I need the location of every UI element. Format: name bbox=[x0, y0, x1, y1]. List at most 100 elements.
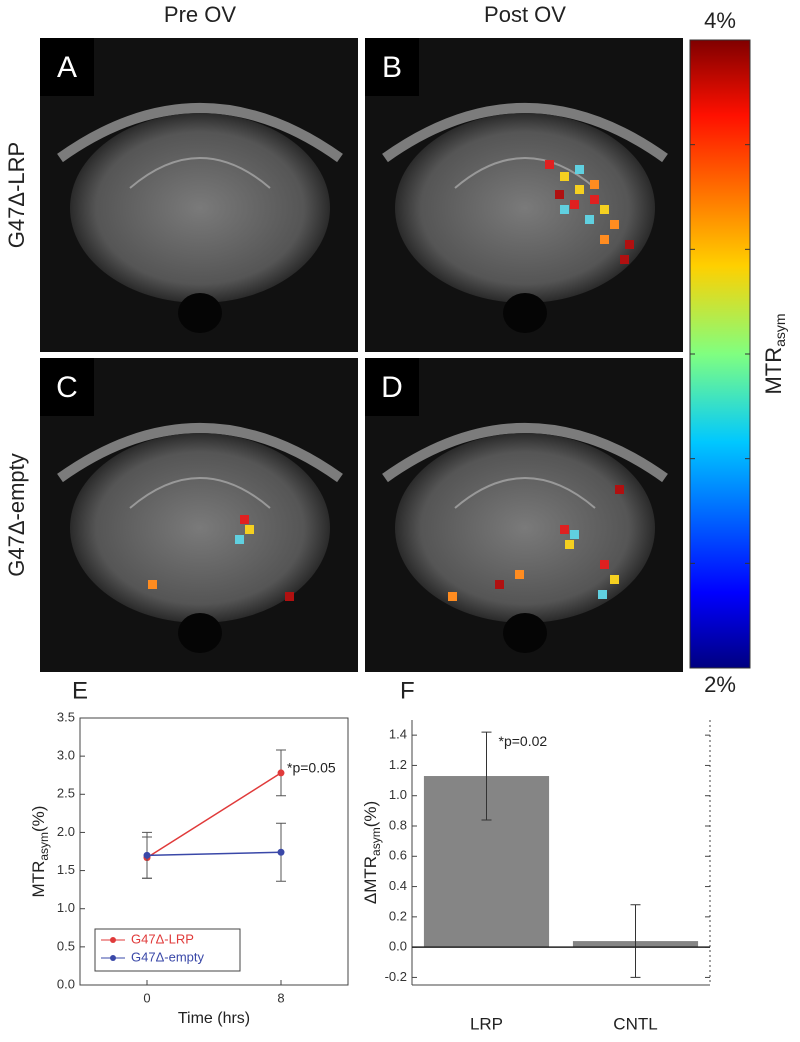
colorbar-label-sub: asym bbox=[772, 313, 788, 346]
mtr-pixel bbox=[585, 215, 594, 224]
y-tick-label: 1.5 bbox=[57, 862, 75, 877]
y-axis-label: ΔMTRasym(%) bbox=[361, 801, 383, 904]
y-tick-label: 2.5 bbox=[57, 786, 75, 801]
brainstem bbox=[178, 293, 222, 333]
mtr-pixel bbox=[570, 530, 579, 539]
panel-label: D bbox=[381, 371, 403, 404]
error-bar bbox=[630, 904, 641, 978]
chart-title: F bbox=[400, 677, 415, 704]
mtr-pixel bbox=[575, 185, 584, 194]
y-tick-label: 1.0 bbox=[57, 900, 75, 915]
y-label-sub: asym bbox=[369, 827, 383, 856]
mtr-pixel bbox=[570, 200, 579, 209]
x-tick-label: LRP bbox=[470, 1014, 503, 1033]
mtr-pixel bbox=[560, 205, 569, 214]
series-line bbox=[146, 772, 282, 859]
mtr-pixel bbox=[590, 180, 599, 189]
brain bbox=[395, 113, 655, 303]
y-tick-label: 2.0 bbox=[57, 824, 75, 839]
mtr-pixel bbox=[555, 190, 564, 199]
plot-frame bbox=[79, 717, 349, 986]
mtr-pixel bbox=[600, 235, 609, 244]
y-label-unit: (%) bbox=[29, 806, 48, 832]
legend-marker bbox=[110, 937, 116, 943]
data-point bbox=[143, 851, 151, 859]
panel-label-box bbox=[40, 38, 94, 96]
colorbar bbox=[689, 39, 751, 669]
panel-label: C bbox=[56, 371, 78, 404]
mtr-pixel bbox=[245, 525, 254, 534]
skull bbox=[57, 103, 343, 163]
brain bbox=[70, 433, 330, 623]
x-axis-label: Time (hrs) bbox=[178, 1010, 250, 1027]
legend-marker bbox=[110, 955, 116, 961]
mtr-pixel bbox=[575, 165, 584, 174]
y-tick-label: 0.0 bbox=[389, 939, 407, 954]
x-tick-label: 8 bbox=[277, 990, 284, 1005]
x-tick-label: 0 bbox=[143, 990, 150, 1005]
mtr-pixel bbox=[600, 560, 609, 569]
y-tick-label: 1.2 bbox=[389, 757, 407, 772]
x-tick-label: CNTL bbox=[613, 1014, 657, 1033]
y-tick-label: 1.4 bbox=[389, 727, 407, 742]
skull bbox=[57, 423, 343, 483]
mtr-pixel bbox=[560, 172, 569, 181]
mtr-pixel bbox=[590, 195, 599, 204]
mtr-pixel bbox=[448, 592, 457, 601]
y-axis-label: MTRasym(%) bbox=[29, 806, 51, 898]
mtr-pixel bbox=[545, 160, 554, 169]
panel-label-box bbox=[40, 358, 94, 416]
y-label-main: ΔMTR bbox=[361, 856, 380, 904]
mtr-pixel bbox=[515, 570, 524, 579]
y-tick-label: 1.0 bbox=[389, 787, 407, 802]
y-tick-label: 3.0 bbox=[57, 748, 75, 763]
brainstem bbox=[178, 613, 222, 653]
y-tick-label: 0.8 bbox=[389, 817, 407, 832]
row-label: G47Δ-LRP bbox=[4, 142, 29, 248]
legend-label: G47Δ-empty bbox=[131, 949, 204, 964]
mtr-pixel bbox=[285, 592, 294, 601]
colorbar-tick-label: 4% bbox=[704, 8, 736, 33]
brain-detail bbox=[454, 477, 596, 509]
annotation: *p=0.05 bbox=[287, 760, 336, 776]
mtr-pixel bbox=[600, 205, 609, 214]
legend-box bbox=[94, 928, 241, 972]
mtr-pixel bbox=[235, 535, 244, 544]
series-line bbox=[146, 851, 282, 857]
mtr-pixel bbox=[598, 590, 607, 599]
colorbar-tick-label: 2% bbox=[704, 672, 736, 697]
y-tick-label: 0.0 bbox=[57, 976, 75, 991]
skull bbox=[382, 423, 668, 483]
brain-detail bbox=[454, 157, 596, 189]
mtr-pixel bbox=[565, 540, 574, 549]
mtr-pixel bbox=[615, 485, 624, 494]
mtr-pixel bbox=[148, 580, 157, 589]
mtr-pixel bbox=[560, 525, 569, 534]
colorbar-label-main: MTR bbox=[761, 347, 786, 395]
y-tick-label: 3.5 bbox=[57, 709, 75, 724]
skull bbox=[382, 103, 668, 163]
colorbar-label: MTRasym bbox=[761, 313, 788, 394]
mtr-pixel bbox=[495, 580, 504, 589]
data-point bbox=[277, 848, 285, 856]
chart-title: E bbox=[72, 677, 88, 704]
brainstem bbox=[503, 613, 547, 653]
y-label-sub: asym bbox=[37, 832, 51, 861]
y-label-unit: (%) bbox=[361, 801, 380, 827]
panel-label-box bbox=[365, 358, 419, 416]
error-bar bbox=[481, 731, 492, 821]
brain bbox=[70, 113, 330, 303]
y-tick-label: 0.6 bbox=[389, 848, 407, 863]
mtr-pixel bbox=[620, 255, 629, 264]
brain-detail bbox=[129, 477, 271, 509]
brain-detail bbox=[129, 157, 271, 189]
mtr-pixel bbox=[610, 220, 619, 229]
y-tick-label: 0.2 bbox=[389, 908, 407, 923]
row-label: G47Δ-empty bbox=[4, 453, 29, 577]
mtr-pixel bbox=[625, 240, 634, 249]
y-tick-label: 0.4 bbox=[389, 878, 407, 893]
panel-label-box bbox=[365, 38, 419, 96]
panel-label: A bbox=[57, 51, 77, 84]
column-header: Post OV bbox=[484, 2, 566, 27]
